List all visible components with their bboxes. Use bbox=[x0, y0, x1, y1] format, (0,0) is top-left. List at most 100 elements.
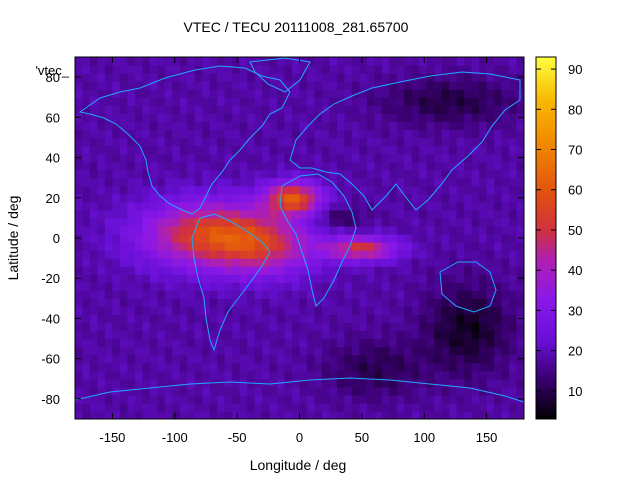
heatmap-cell bbox=[404, 250, 413, 259]
heatmap-cell bbox=[351, 362, 360, 372]
heatmap-cell bbox=[149, 153, 158, 163]
heatmap-cell bbox=[501, 402, 510, 412]
heatmap-cell bbox=[471, 65, 480, 74]
heatmap-cell bbox=[329, 378, 338, 388]
heatmap-cell bbox=[351, 314, 360, 324]
heatmap-cell bbox=[306, 266, 316, 275]
heatmap-cell bbox=[82, 362, 91, 372]
heatmap-cell bbox=[411, 314, 420, 324]
heatmap-cell bbox=[292, 346, 301, 356]
heatmap-cell bbox=[396, 274, 405, 283]
heatmap-cell bbox=[329, 258, 338, 267]
heatmap-cell bbox=[104, 242, 114, 251]
heatmap-cell bbox=[224, 290, 233, 299]
heatmap-cell bbox=[232, 233, 241, 243]
heatmap-cell bbox=[217, 113, 226, 122]
heatmap-cell bbox=[97, 306, 106, 316]
heatmap-cell bbox=[157, 338, 166, 348]
heatmap-cell bbox=[479, 193, 488, 203]
heatmap-cell bbox=[509, 370, 518, 380]
heatmap-cell bbox=[149, 161, 158, 171]
heatmap-cell bbox=[479, 121, 488, 130]
heatmap-cell bbox=[336, 386, 345, 396]
heatmap-cell bbox=[179, 233, 188, 243]
heatmap-cell bbox=[179, 153, 188, 163]
heatmap-cell bbox=[389, 330, 398, 340]
heatmap-cell bbox=[224, 185, 233, 195]
heatmap-cell bbox=[232, 81, 241, 90]
heatmap-cell bbox=[464, 185, 473, 195]
heatmap-cell bbox=[306, 201, 316, 211]
heatmap-cell bbox=[262, 266, 271, 275]
heatmap-cell bbox=[479, 113, 488, 122]
heatmap-cell bbox=[329, 282, 338, 291]
heatmap-cell bbox=[464, 201, 473, 211]
heatmap-cell bbox=[299, 306, 308, 316]
heatmap-cell bbox=[82, 282, 91, 291]
y-tick-label: -20 bbox=[41, 271, 60, 286]
heatmap-cell bbox=[149, 185, 158, 195]
heatmap-cell bbox=[456, 201, 465, 211]
heatmap-cell bbox=[321, 185, 331, 195]
heatmap-cell bbox=[104, 346, 114, 356]
heatmap-cell bbox=[179, 386, 188, 396]
heatmap-cell bbox=[292, 193, 301, 203]
heatmap-cell bbox=[224, 314, 233, 324]
heatmap-cell bbox=[456, 330, 465, 340]
heatmap-cell bbox=[75, 362, 84, 372]
heatmap-cell bbox=[209, 105, 218, 114]
heatmap-cell bbox=[254, 201, 263, 211]
heatmap-cell bbox=[314, 338, 323, 348]
heatmap-cell bbox=[269, 306, 278, 316]
heatmap-cell bbox=[134, 306, 143, 316]
heatmap-cell bbox=[471, 346, 480, 356]
heatmap-cell bbox=[516, 258, 524, 267]
heatmap-cell bbox=[134, 386, 143, 396]
heatmap-cell bbox=[247, 161, 256, 171]
heatmap-cell bbox=[194, 233, 203, 243]
heatmap-cell bbox=[471, 57, 480, 66]
heatmap-cell bbox=[321, 233, 331, 243]
heatmap-cell bbox=[306, 145, 316, 155]
heatmap-cell bbox=[359, 113, 368, 122]
heatmap-cell bbox=[217, 250, 226, 259]
heatmap-cell bbox=[179, 242, 188, 251]
heatmap-cell bbox=[97, 378, 106, 388]
heatmap-cell bbox=[112, 346, 121, 356]
heatmap-cell bbox=[359, 266, 368, 275]
heatmap-cell bbox=[82, 338, 91, 348]
heatmap-cell bbox=[464, 354, 473, 364]
heatmap-cell bbox=[179, 274, 188, 283]
heatmap-cell bbox=[336, 314, 345, 324]
heatmap-cell bbox=[434, 81, 443, 90]
heatmap-cell bbox=[292, 314, 301, 324]
heatmap-cell bbox=[277, 57, 286, 66]
heatmap-cell bbox=[89, 129, 99, 139]
heatmap-cell bbox=[202, 274, 211, 283]
heatmap-cell bbox=[456, 410, 465, 419]
heatmap-cell bbox=[194, 394, 203, 404]
heatmap-cell bbox=[344, 193, 353, 203]
heatmap-cell bbox=[329, 362, 338, 372]
heatmap-cell bbox=[104, 185, 114, 195]
heatmap-cell bbox=[321, 314, 331, 324]
heatmap-cell bbox=[456, 314, 465, 324]
heatmap-cell bbox=[501, 410, 510, 419]
heatmap-cell bbox=[239, 193, 248, 203]
heatmap-cell bbox=[239, 402, 248, 412]
heatmap-cell bbox=[179, 314, 188, 324]
heatmap-cell bbox=[127, 346, 136, 356]
heatmap-cell bbox=[187, 314, 196, 324]
heatmap-cell bbox=[194, 386, 203, 396]
heatmap-cell bbox=[441, 201, 450, 211]
heatmap-cell bbox=[434, 121, 443, 130]
heatmap-cell bbox=[426, 282, 435, 291]
heatmap-cell bbox=[75, 410, 84, 419]
heatmap-cell bbox=[306, 378, 316, 388]
heatmap-cell bbox=[119, 338, 128, 348]
heatmap-cell bbox=[509, 73, 518, 82]
heatmap-cell bbox=[456, 209, 465, 219]
heatmap-cell bbox=[486, 298, 495, 307]
heatmap-cell bbox=[179, 370, 188, 380]
heatmap-cell bbox=[381, 314, 390, 324]
